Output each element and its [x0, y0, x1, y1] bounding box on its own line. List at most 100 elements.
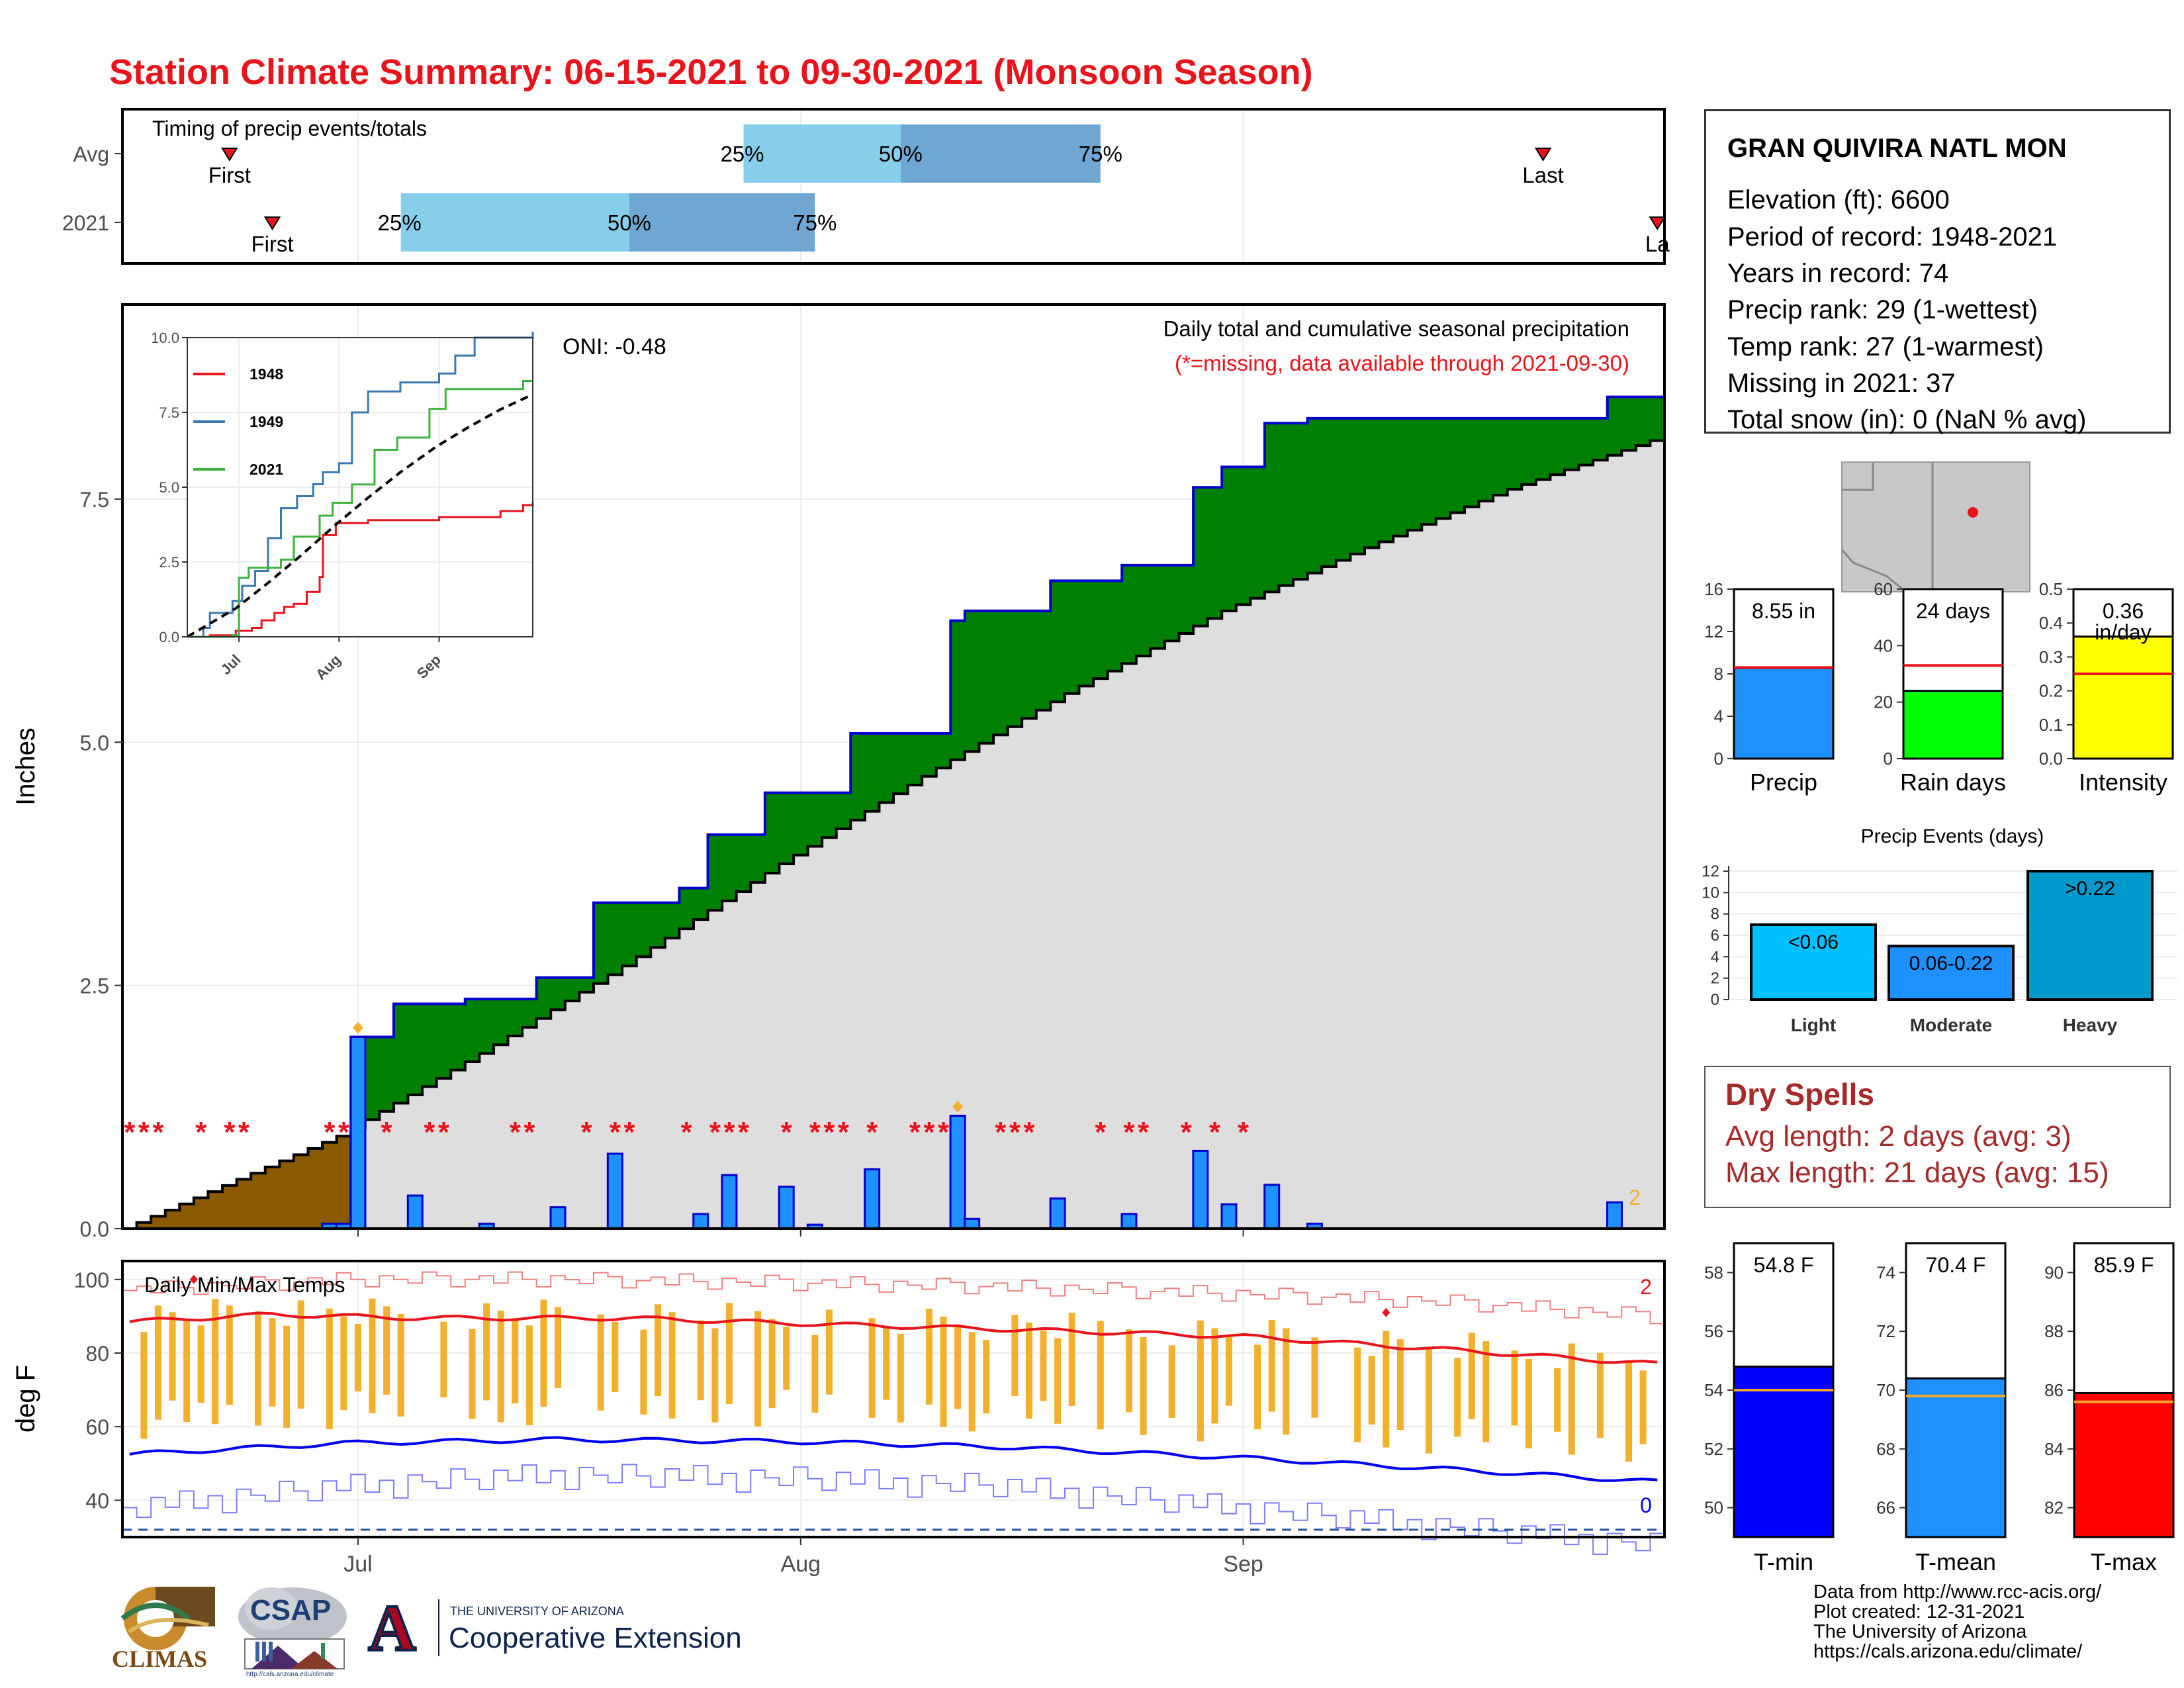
- temp-daily-range-bar: [1025, 1323, 1032, 1419]
- events-bar-moderate: [1888, 945, 2015, 1001]
- precip-missing-mark: *: [809, 1116, 821, 1149]
- temp-ytick-label: 100: [74, 1268, 109, 1292]
- temp-daily-range-bar: [1454, 1358, 1461, 1437]
- temp-daily-range-bar: [768, 1319, 776, 1409]
- events-bar-label: >0.22: [2065, 878, 2115, 900]
- temp-daily-range-bar: [1396, 1339, 1404, 1430]
- precip-missing-mark: *: [781, 1116, 793, 1149]
- precip-deficit-area: [208, 1192, 223, 1229]
- temp-record-max-line: [122, 1271, 1664, 1325]
- precip-surplus-area: [1007, 610, 1023, 727]
- precip-ytick-label: 2.5: [80, 974, 109, 998]
- precip-daily-bar: [864, 1168, 881, 1230]
- precip-surplus-area: [1207, 487, 1222, 619]
- precip-missing-mark: *: [866, 1116, 878, 1149]
- precip-daily-bar: [1049, 1197, 1066, 1230]
- temp-ytick-label: 60: [85, 1415, 109, 1439]
- temp-bottom-label: 0: [1640, 1493, 1652, 1517]
- precip-record-marker: [952, 1100, 964, 1113]
- dry-spells-box: Dry Spells Avg length: 2 days (avg: 3) M…: [1704, 1066, 2171, 1208]
- precip-surplus-area: [1236, 467, 1251, 605]
- summary-ytick-label: 0.3: [2039, 647, 2063, 667]
- precip-surplus-area: [1336, 418, 1351, 561]
- temp-daily-range-bar: [925, 1309, 933, 1405]
- precip-surplus-area: [1379, 418, 1394, 542]
- footer-url: https://cals.arizona.edu/climate/: [1813, 1641, 2083, 1662]
- precip-missing-mark: *: [723, 1116, 735, 1149]
- precip-missing-mark: *: [424, 1116, 435, 1149]
- precip-surplus-area: [836, 792, 851, 829]
- precip-surplus-area: [1535, 418, 1551, 480]
- precip-deficit-area: [222, 1185, 238, 1229]
- precip-corner-label: 2: [1629, 1186, 1641, 1209]
- timing-q25-label: 25%: [720, 142, 764, 166]
- summary-panel-name: Precip: [1750, 769, 1817, 796]
- inset-ytick-label: 10.0: [151, 330, 179, 346]
- summary-ytick-label: 0.1: [2039, 715, 2063, 735]
- temp-daily-range-bar: [1097, 1321, 1104, 1430]
- temp-daily-range-bar: [1311, 1337, 1318, 1418]
- precip-title: Daily total and cumulative seasonal prec…: [1163, 316, 1629, 341]
- summary-ytick-label: 74: [1876, 1262, 1895, 1282]
- precip-surplus-area: [950, 620, 966, 760]
- precip-deficit-area: [151, 1216, 166, 1229]
- precip-surplus-area: [1450, 418, 1465, 513]
- temp-daily-range-bar: [512, 1318, 519, 1404]
- summary-bar: [2072, 635, 2174, 760]
- precip-surplus-area: [636, 902, 651, 957]
- temp-daily-range-bar: [1283, 1328, 1290, 1435]
- inset-series-2021: [187, 380, 533, 638]
- temp-daily-range-bar: [226, 1305, 233, 1405]
- temp-daily-range-bar: [1354, 1347, 1361, 1442]
- precip-missing-mark: *: [1009, 1116, 1021, 1149]
- temp-daily-range-bar: [1125, 1329, 1132, 1413]
- temp-daily-range-bar: [369, 1298, 376, 1413]
- events-bar-label: 0.06-0.22: [1909, 953, 1993, 974]
- map-state-borders: [1841, 462, 1934, 593]
- events-ytick-label: 2: [1711, 970, 1719, 988]
- precip-surplus-area: [536, 977, 551, 1019]
- precip-surplus-area: [408, 1004, 423, 1095]
- precip-surplus-area: [365, 1037, 380, 1120]
- inset-series-1949: [187, 331, 534, 638]
- precip-missing-mark: *: [995, 1116, 1007, 1149]
- precip-surplus-area: [1350, 418, 1365, 554]
- summary-ytick-label: 60: [1874, 579, 1893, 599]
- inset-series-1948: [187, 502, 534, 638]
- temp-daily-range-bar: [783, 1327, 790, 1390]
- precip-missing-mark: *: [510, 1116, 522, 1149]
- precip-surplus-area: [864, 733, 880, 812]
- precip-surplus-area: [1250, 467, 1265, 598]
- precip-surplus-area: [493, 999, 508, 1045]
- timing-last-marker: [1649, 216, 1666, 230]
- precip-surplus-area: [993, 610, 1009, 735]
- summary-ytick-label: 0.4: [2039, 613, 2063, 633]
- summary-value-label: 24 days: [1916, 599, 1990, 623]
- temp-daily-range-bar: [497, 1311, 504, 1423]
- events-bar-label: <0.06: [1788, 931, 1839, 953]
- temp-daily-range-bar: [140, 1332, 148, 1439]
- summary-ytick-label: 0.2: [2039, 681, 2063, 701]
- temp-daily-range-bar: [555, 1307, 562, 1388]
- temp-daily-range-bar: [655, 1304, 662, 1397]
- precip-surplus-area: [593, 902, 609, 984]
- summary-panel-precip: 8.55 in 0 4 8 12 16 Precip: [1704, 579, 1835, 796]
- temp-daily-range-bar: [254, 1311, 261, 1426]
- precip-surplus-area: [1150, 565, 1165, 649]
- footer-created: Plot created: 12-31-2021: [1813, 1601, 2025, 1622]
- temp-ytick-label: 80: [85, 1342, 109, 1366]
- summary-ytick-label: 84: [2044, 1439, 2064, 1459]
- precip-missing-mark: *: [381, 1116, 393, 1149]
- precip-surplus-area: [608, 902, 623, 975]
- summary-ytick-label: 4: [1714, 706, 1723, 726]
- summary-panel-name: T-mean: [1915, 1548, 1996, 1575]
- precip-oni-label: ONI: -0.48: [563, 334, 666, 359]
- precip-surplus-area: [422, 1004, 437, 1087]
- temp-daily-range-bar: [1525, 1358, 1533, 1449]
- dry-spells-max: Max length: 21 days (avg: 15): [1725, 1156, 2109, 1189]
- temp-daily-range-bar: [197, 1325, 205, 1403]
- precip-surplus-area: [1322, 418, 1337, 567]
- temp-daily-range-bar: [1054, 1338, 1062, 1424]
